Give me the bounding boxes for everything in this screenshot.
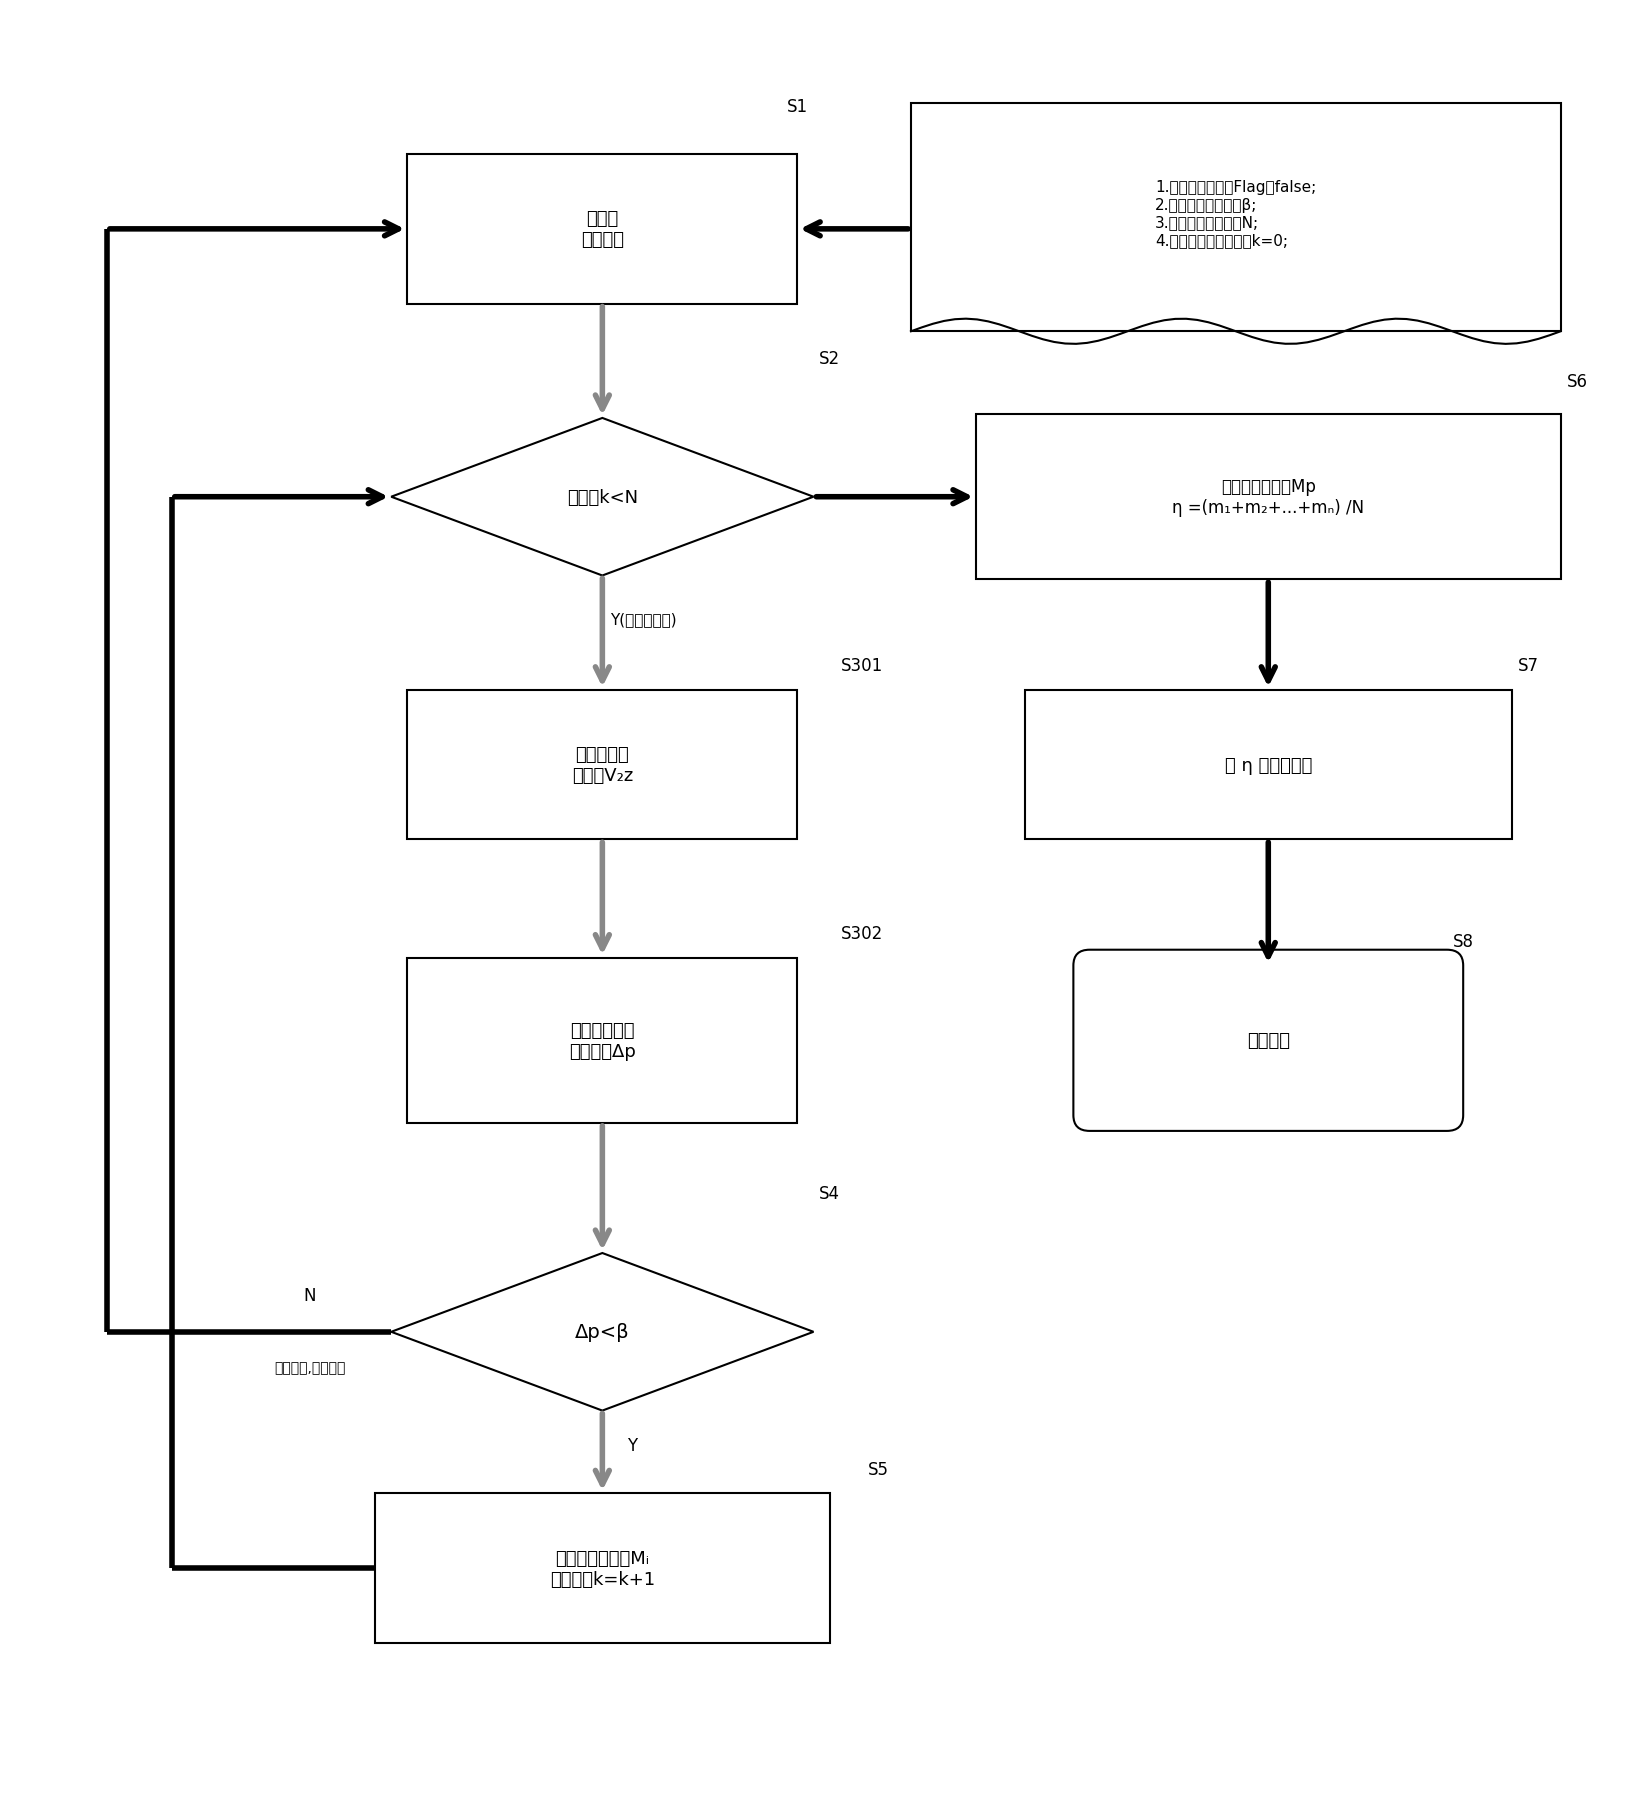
- Text: 仪表自测比对
计算偏差Δp: 仪表自测比对 计算偏差Δp: [569, 1021, 636, 1061]
- Text: 校准完成: 校准完成: [1246, 1032, 1290, 1050]
- FancyBboxPatch shape: [407, 690, 797, 840]
- Text: S5: S5: [867, 1460, 888, 1478]
- Text: S302: S302: [841, 924, 883, 942]
- Text: 接收标准表
实测值V₂z: 接收标准表 实测值V₂z: [571, 746, 633, 784]
- Text: 有效次k<N: 有效次k<N: [566, 489, 638, 507]
- Text: Y(校准未结束): Y(校准未结束): [610, 611, 677, 626]
- Text: S1: S1: [787, 97, 809, 115]
- Text: 功率不稳,重新校准: 功率不稳,重新校准: [275, 1361, 345, 1374]
- Text: 用 η 修正被校表: 用 η 修正被校表: [1225, 757, 1311, 775]
- FancyBboxPatch shape: [1025, 690, 1511, 840]
- FancyBboxPatch shape: [1074, 949, 1463, 1131]
- Text: Y: Y: [626, 1437, 636, 1455]
- Text: S6: S6: [1567, 374, 1588, 392]
- Text: N: N: [304, 1287, 316, 1305]
- Polygon shape: [390, 419, 814, 575]
- FancyBboxPatch shape: [911, 104, 1560, 333]
- Text: S2: S2: [818, 349, 840, 367]
- Text: S7: S7: [1518, 656, 1539, 674]
- Text: 计算平均修正值Mp
η =(m₁+m₂+...+mₙ) /N: 计算平均修正值Mp η =(m₁+m₂+...+mₙ) /N: [1171, 478, 1365, 516]
- Text: S4: S4: [820, 1185, 840, 1203]
- FancyBboxPatch shape: [407, 155, 797, 304]
- Text: S8: S8: [1453, 931, 1474, 949]
- Text: S301: S301: [841, 656, 883, 674]
- Text: 初始化
校准状态: 初始化 校准状态: [581, 210, 623, 250]
- FancyBboxPatch shape: [407, 958, 797, 1124]
- FancyBboxPatch shape: [976, 415, 1560, 581]
- Polygon shape: [390, 1253, 814, 1411]
- Text: 1.置上去好标志位Flag为false;
2.设置校准控制精度β;
3.设置最大校准次数N;
4.置初始数据有效次数k=0;: 1.置上去好标志位Flag为false; 2.设置校准控制精度β; 3.设置最大…: [1155, 180, 1316, 248]
- Text: 计算校准修正值Mᵢ
有效次数k=k+1: 计算校准修正值Mᵢ 有效次数k=k+1: [550, 1548, 656, 1588]
- Text: Δp<β: Δp<β: [574, 1323, 630, 1341]
- FancyBboxPatch shape: [374, 1494, 830, 1643]
